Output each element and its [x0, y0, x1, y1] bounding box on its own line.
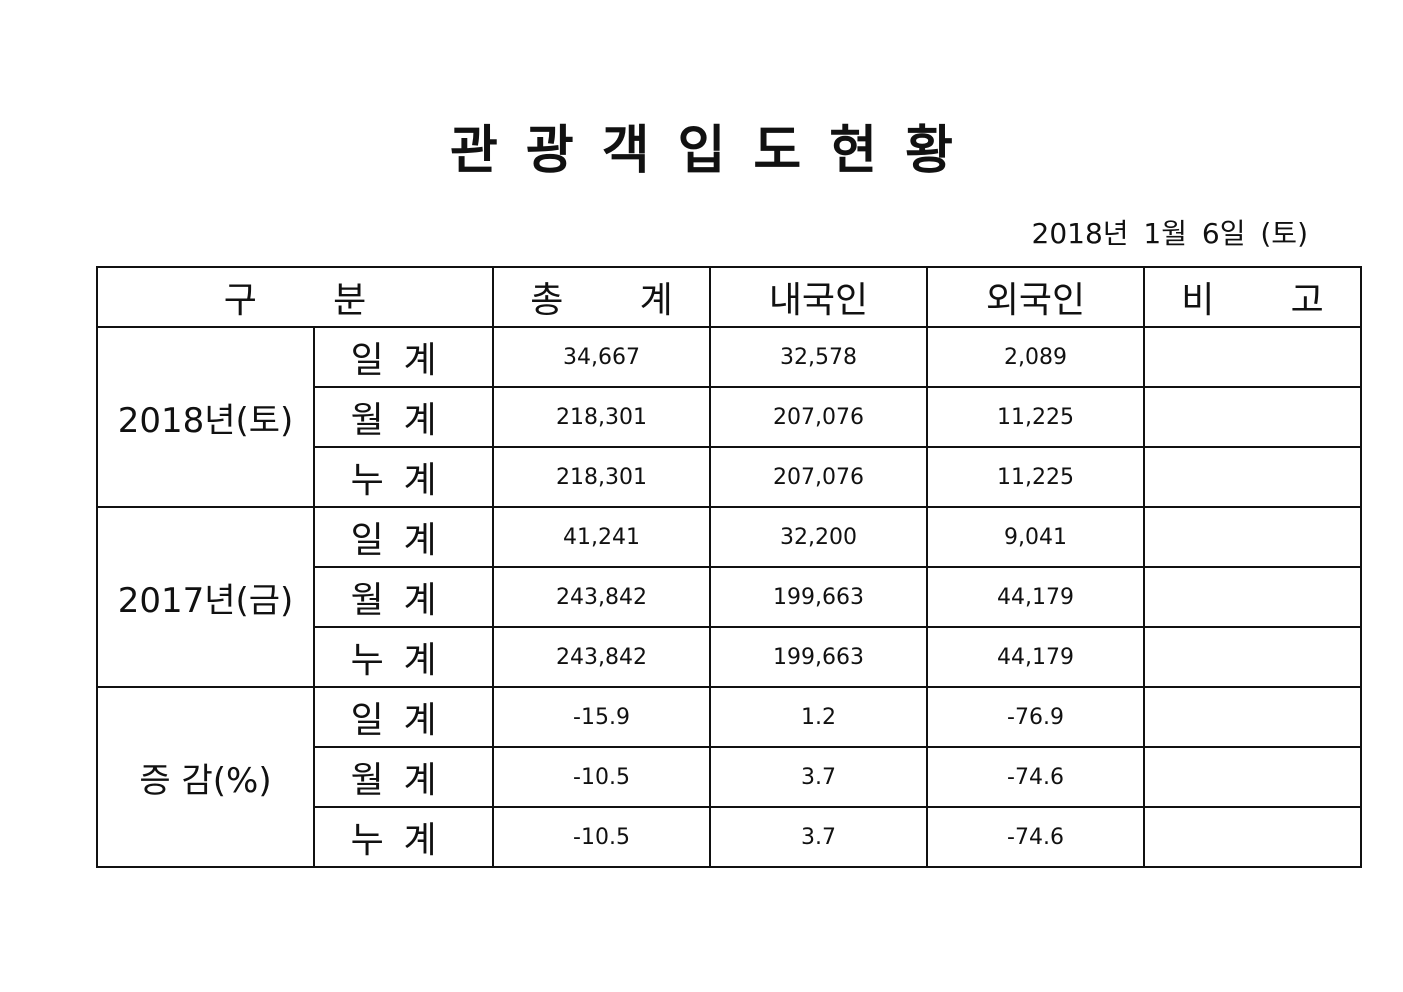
cell-domestic: 199,663: [709, 566, 928, 628]
cell-foreign: -74.6: [926, 746, 1145, 808]
header-category: 구 분: [96, 266, 494, 328]
cell-domestic: 207,076: [709, 446, 928, 508]
cell-foreign: 44,179: [926, 566, 1145, 628]
table-row: 2018년(토) 일계 34,667 32,578 2,089: [96, 326, 1362, 508]
cell-note: [1143, 446, 1362, 508]
report-date: 2018년 1월 6일 (토): [1031, 217, 1308, 250]
cell-note: [1143, 686, 1362, 748]
page-title: 관광객입도현황: [450, 121, 981, 181]
row-type: 누계: [313, 806, 494, 868]
row-type: 일계: [313, 686, 494, 748]
header-note: 비 고: [1143, 266, 1362, 328]
cell-note: [1143, 566, 1362, 628]
cell-foreign: 11,225: [926, 386, 1145, 448]
row-type: 일계: [313, 326, 494, 388]
row-type: 월계: [313, 566, 494, 628]
table-row: 누계 218,301 207,076 11,225: [97, 446, 1362, 508]
cell-domestic: 3.7: [709, 746, 928, 808]
visitor-arrivals-table: 구 분 총 계 내국인 외국인 비 고 2018년(토) 일계 34,667 3…: [96, 266, 1362, 868]
row-type: 누계: [313, 626, 494, 688]
cell-foreign: 44,179: [926, 626, 1145, 688]
cell-domestic: 207,076: [709, 386, 928, 448]
cell-note: [1143, 506, 1362, 568]
cell-domestic: 32,578: [709, 326, 928, 388]
row-type: 일계: [313, 506, 494, 568]
cell-total: 218,301: [492, 386, 711, 448]
cell-total: 243,842: [492, 626, 711, 688]
header-total: 총 계: [492, 266, 711, 328]
row-type: 월계: [313, 746, 494, 808]
cell-note: [1143, 386, 1362, 448]
cell-domestic: 32,200: [709, 506, 928, 568]
cell-foreign: -76.9: [926, 686, 1145, 748]
cell-domestic: 199,663: [709, 626, 928, 688]
group-label-change: 증 감(%): [96, 686, 315, 868]
cell-note: [1143, 326, 1362, 388]
header-row: 구 분 총 계 내국인 외국인 비 고: [96, 266, 1362, 328]
table-row: 증 감(%) 일계 -15.9 1.2 -76.9: [96, 686, 1362, 868]
cell-total: 243,842: [492, 566, 711, 628]
cell-foreign: 2,089: [926, 326, 1145, 388]
table-row: 누계 -10.5 3.7 -74.6: [97, 806, 1362, 868]
cell-total: -15.9: [492, 686, 711, 748]
header-domestic: 내국인: [709, 266, 928, 328]
cell-foreign: 11,225: [926, 446, 1145, 508]
cell-total: 218,301: [492, 446, 711, 508]
cell-total: -10.5: [492, 806, 711, 868]
table-row: 월계 243,842 199,663 44,179: [97, 566, 1362, 628]
cell-note: [1143, 746, 1362, 808]
cell-domestic: 3.7: [709, 806, 928, 868]
row-type: 누계: [313, 446, 494, 508]
header-foreign: 외국인: [926, 266, 1145, 328]
table-row: 2017년(금) 일계 41,241 32,200 9,041: [96, 506, 1362, 688]
cell-total: 41,241: [492, 506, 711, 568]
table-row: 월계 -10.5 3.7 -74.6: [97, 746, 1362, 808]
row-type: 월계: [313, 386, 494, 448]
table-row: 누계 243,842 199,663 44,179: [97, 626, 1362, 688]
cell-note: [1143, 806, 1362, 868]
cell-total: 34,667: [492, 326, 711, 388]
group-label-2017: 2017년(금): [96, 506, 315, 688]
cell-foreign: -74.6: [926, 806, 1145, 868]
table-row: 월계 218,301 207,076 11,225: [97, 386, 1362, 448]
cell-note: [1143, 626, 1362, 688]
cell-foreign: 9,041: [926, 506, 1145, 568]
cell-total: -10.5: [492, 746, 711, 808]
cell-domestic: 1.2: [709, 686, 928, 748]
group-label-2018: 2018년(토): [96, 326, 315, 508]
